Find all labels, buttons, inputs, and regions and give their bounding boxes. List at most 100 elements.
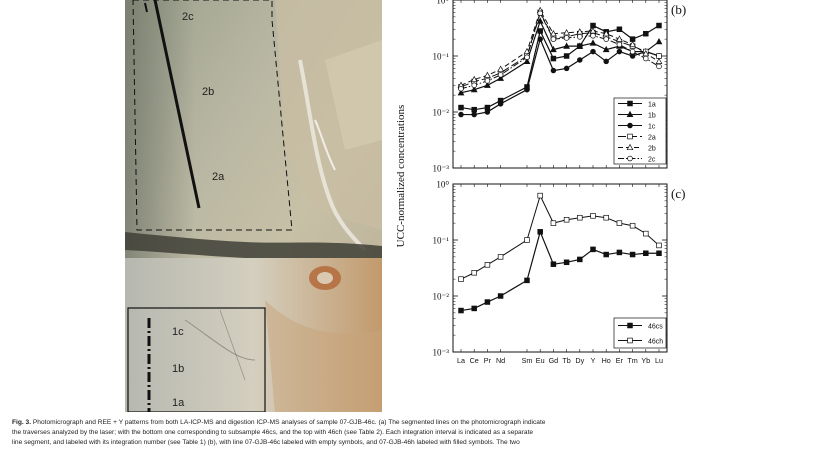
x-tick-label: Y	[591, 356, 596, 365]
caption-line-3: line segment, and labeled with its integ…	[12, 439, 520, 446]
data-point	[629, 222, 636, 229]
series-line	[460, 194, 660, 280]
data-point	[471, 111, 477, 118]
x-tick-label: Lu	[655, 356, 663, 365]
plot-frame	[452, 183, 668, 353]
data-point	[643, 55, 649, 62]
data-point	[537, 10, 543, 16]
data-point	[616, 249, 623, 256]
data-point	[590, 213, 596, 219]
data-point	[471, 305, 477, 312]
series-2c	[458, 10, 662, 92]
data-point	[656, 63, 662, 70]
caption-line-1: Fig. 3. Photomicrograph and REE + Y patt…	[12, 419, 546, 426]
label-2a: 2a	[212, 171, 225, 183]
label-1a: 1a	[172, 397, 185, 409]
data-point	[497, 101, 504, 107]
data-point	[627, 122, 633, 129]
data-point	[563, 65, 570, 72]
series-line	[460, 9, 660, 86]
data-point	[550, 29, 557, 37]
y-tick-label: 10⁻³	[433, 348, 450, 358]
data-point	[589, 39, 597, 46]
data-point	[577, 34, 583, 40]
data-point	[627, 133, 633, 140]
data-point	[627, 337, 633, 344]
label-2b: 2b	[202, 86, 214, 98]
legend-label: 2c	[648, 157, 656, 164]
data-point	[550, 220, 557, 226]
legend-box	[613, 97, 667, 165]
x-tick-label: Ho	[602, 356, 611, 365]
y-tick-label: 10⁻¹	[433, 236, 450, 246]
data-point	[537, 229, 543, 235]
data-point	[458, 111, 464, 118]
data-point	[603, 251, 609, 258]
data-point	[656, 242, 662, 249]
data-point	[484, 299, 491, 305]
upper-traverse-line	[153, 0, 201, 209]
data-point	[524, 277, 530, 284]
x-tick-label: Ce	[470, 356, 479, 365]
data-point	[523, 47, 531, 55]
data-point	[590, 48, 596, 55]
y-tick-label: 10⁻³	[433, 164, 450, 174]
x-tick-label: Gd	[549, 356, 559, 365]
data-point	[590, 32, 596, 39]
data-point	[458, 276, 464, 282]
data-point	[602, 29, 610, 37]
data-point	[590, 246, 596, 253]
data-point	[470, 85, 478, 93]
x-tick-label: Nd	[496, 356, 505, 365]
data-point	[603, 58, 609, 65]
data-point	[616, 48, 623, 55]
data-point	[537, 28, 543, 34]
x-tick-label: La	[457, 356, 465, 365]
data-point	[563, 216, 570, 223]
data-point	[537, 192, 543, 199]
lower-traverse-box	[127, 307, 266, 412]
x-tick-label: Sm	[522, 356, 533, 365]
data-point	[484, 78, 491, 84]
data-point	[550, 261, 557, 267]
chart-panel-b: 10⁻³ 10⁻² 10⁻¹ 10⁰ (b) 1a 1b 1c 2a 2b 2c	[433, 0, 686, 174]
data-point	[576, 28, 584, 35]
data-point	[616, 26, 623, 33]
label-2c: 2c	[182, 11, 194, 23]
data-point	[590, 22, 596, 29]
data-point	[470, 75, 478, 83]
legend-label: 46cs	[648, 324, 663, 331]
chart-panel-c: 10⁻³ 10⁻² 10⁻¹ 10⁰ La Ce Pr Nd Sm Eu Gd Tb Dy Y Ho Er Tm…	[433, 180, 686, 366]
data-point	[537, 36, 543, 42]
data-point	[497, 293, 504, 299]
data-point	[484, 104, 491, 111]
data-point	[603, 214, 609, 221]
x-tick-label: Tb	[562, 356, 570, 365]
figure-caption: Fig. 3. Photomicrograph and REE + Y patt…	[12, 418, 817, 448]
data-point	[577, 256, 583, 263]
data-point	[643, 230, 649, 237]
data-point	[629, 40, 636, 48]
series-line	[460, 229, 659, 312]
legend-label: 2a	[648, 135, 656, 142]
data-point	[656, 53, 662, 59]
data-point	[471, 270, 477, 276]
data-point	[616, 35, 623, 42]
data-point	[602, 45, 610, 53]
series-46ch	[458, 192, 662, 282]
data-point	[563, 42, 570, 49]
plot-frame	[452, 0, 668, 169]
data-point	[603, 36, 609, 42]
data-point	[626, 143, 634, 151]
y-tick-label: 10⁻²	[433, 292, 450, 302]
series-46cs	[458, 229, 662, 314]
series-line	[460, 11, 660, 90]
upper-traverse-tick	[144, 2, 148, 13]
data-point	[524, 54, 530, 60]
data-point	[471, 106, 477, 113]
data-point	[471, 82, 477, 89]
legend: 1a 1b 1c 2a 2b 2c	[613, 97, 667, 165]
data-point	[576, 42, 584, 49]
series-1a	[458, 22, 662, 113]
data-point	[655, 37, 663, 45]
